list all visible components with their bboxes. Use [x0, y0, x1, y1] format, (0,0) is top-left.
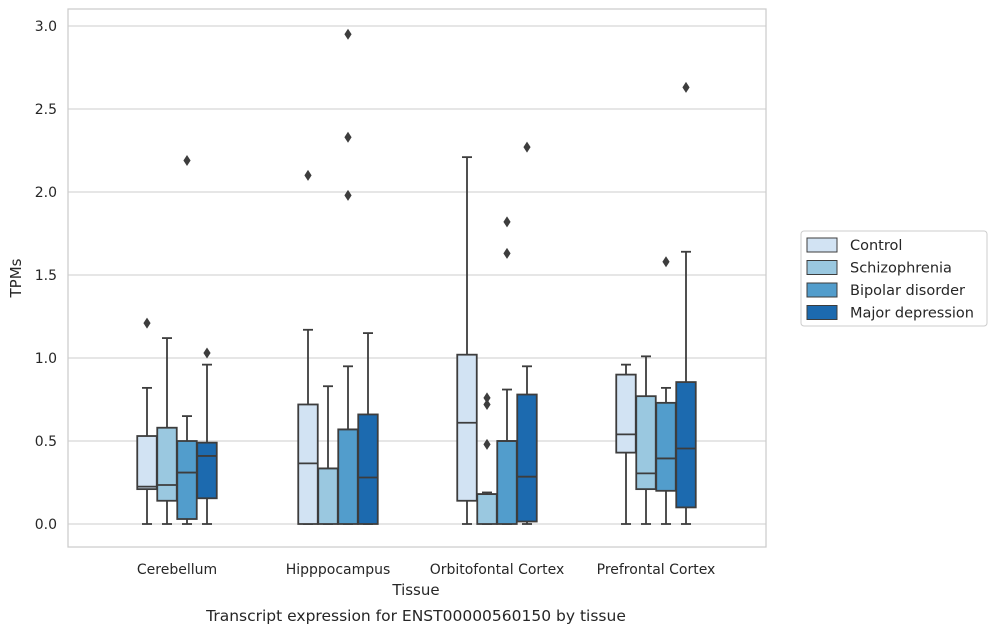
x-tick-labels: Cerebellum Hipppocampus Orbitofontal Corte…: [137, 562, 715, 578]
box-0-3: [196, 347, 218, 525]
outlier-point: [523, 141, 531, 153]
outlier-point: [183, 154, 191, 166]
outlier-point: [344, 131, 352, 143]
y-tick-label: 1.0: [35, 351, 57, 367]
box-iqr: [675, 381, 697, 509]
box-iqr: [615, 373, 637, 454]
x-tick-label: Hipppocampus: [286, 562, 391, 578]
box-iqr: [196, 441, 218, 500]
box-2-1: [476, 392, 498, 525]
box-3-0: [615, 363, 637, 525]
box-iqr: [655, 401, 677, 492]
outlier-point: [483, 438, 491, 450]
box-iqr: [357, 413, 379, 525]
box-1-1: [317, 385, 339, 525]
outlier-point: [304, 169, 312, 181]
legend-label: Major depression: [850, 306, 974, 322]
y-tick-labels: 0.0 0.5 1.0 1.5 2.0 2.5 3.0: [35, 19, 57, 533]
y-axis-title: TPMs: [7, 258, 25, 298]
box-2-0: [456, 156, 478, 525]
legend-swatch: [806, 260, 838, 275]
chart-caption: Transcript expression for ENST0000056015…: [205, 607, 626, 625]
outlier-point: [503, 247, 511, 259]
box-iqr: [496, 440, 518, 525]
box-iqr: [317, 467, 339, 525]
box-3-1: [635, 355, 657, 525]
box-iqr: [176, 440, 198, 520]
box-1-0: [297, 169, 319, 525]
box-iqr: [635, 395, 657, 491]
x-tick-label: Cerebellum: [137, 562, 217, 578]
outlier-point: [682, 81, 690, 93]
outlier-point: [143, 317, 151, 329]
boxes: [136, 28, 697, 525]
legend-swatch: [806, 237, 838, 253]
x-tick-label: Orbitofontal Cortex: [430, 562, 565, 578]
plot-frame: [67, 8, 767, 548]
legend-frame: [800, 230, 988, 327]
box-iqr: [456, 353, 478, 502]
box-3-3: [675, 81, 697, 525]
outlier-point: [503, 216, 511, 228]
box-2-3: [516, 141, 538, 525]
y-tick-label: 0.5: [35, 434, 57, 450]
outlier-point: [662, 256, 670, 268]
box-iqr: [136, 435, 158, 491]
outlier-point: [483, 392, 491, 404]
legend-label: Bipolar disorder: [850, 283, 965, 299]
box-1-3: [357, 332, 379, 525]
y-tick-label: 1.5: [35, 268, 57, 284]
legend-label: Schizophrenia: [850, 261, 952, 277]
legend-swatch: [806, 305, 838, 320]
legend-label: Control: [850, 238, 902, 254]
outlier-point: [483, 398, 491, 410]
box-iqr: [337, 428, 359, 525]
box-2-2: [496, 216, 518, 525]
y-tick-label: 3.0: [35, 19, 57, 35]
box-0-1: [156, 337, 178, 525]
outlier-point: [344, 28, 352, 40]
box-0-2: [176, 154, 198, 525]
y-tick-label: 2.5: [35, 102, 57, 118]
box-0-0: [136, 317, 158, 525]
outlier-point: [344, 189, 352, 201]
legend-swatch: [806, 282, 838, 298]
box-iqr: [516, 393, 538, 523]
legend: Control Schizophrenia Bipolar disorder Majo…: [800, 230, 988, 327]
x-axis-title: Tissue: [391, 581, 439, 599]
outlier-point: [203, 347, 211, 359]
y-tick-label: 0.0: [35, 517, 57, 533]
box-iqr: [476, 493, 498, 525]
box-1-2: [337, 28, 359, 525]
y-tick-label: 2.0: [35, 185, 57, 201]
x-tick-label: Prefrontal Cortex: [597, 562, 716, 578]
box-iqr: [156, 426, 178, 502]
